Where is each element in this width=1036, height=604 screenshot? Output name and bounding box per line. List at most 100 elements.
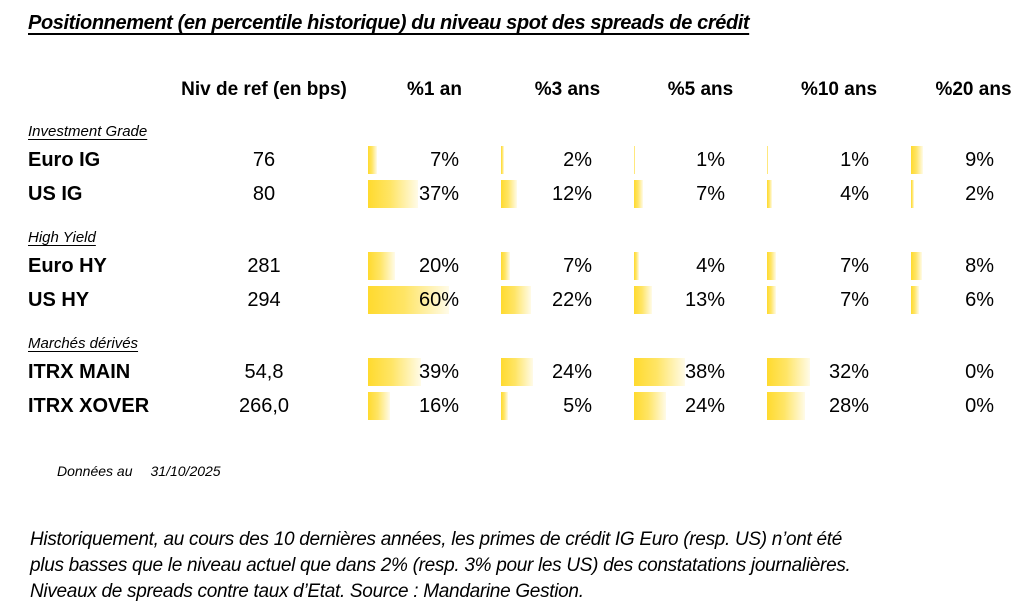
percentile-cell: 4% xyxy=(767,177,911,211)
section-row: Marchés dérivés xyxy=(0,317,1036,355)
row-label: Euro IG xyxy=(28,148,101,171)
percentile-value: 32% xyxy=(828,360,869,383)
data-bar xyxy=(767,286,776,314)
data-bar xyxy=(368,358,421,386)
percentile-cell: 0% xyxy=(911,355,1036,389)
percentile-value: 12% xyxy=(551,182,592,205)
percentile-value: 4% xyxy=(696,254,725,277)
col-header-1an: %1 an xyxy=(407,79,462,100)
percentile-cell: 1% xyxy=(767,143,911,177)
section-label: High Yield xyxy=(28,229,96,246)
ref-level-value: 54,8 xyxy=(244,360,284,383)
percentile-value: 7% xyxy=(840,288,869,311)
footnote: Historiquement, au cours des 10 dernière… xyxy=(30,527,1020,604)
percentile-value: 1% xyxy=(696,148,725,171)
data-bar xyxy=(501,358,533,386)
data-bar xyxy=(501,146,504,174)
percentile-value: 5% xyxy=(563,394,592,417)
data-bar xyxy=(368,180,418,208)
percentile-cell: 32% xyxy=(767,355,911,389)
percentile-cell: 13% xyxy=(634,283,767,317)
data-bar xyxy=(368,146,377,174)
data-date-value: 31/10/2025 xyxy=(150,463,221,479)
table-row: US IG 80 37% 12% 7% 4% 2% xyxy=(0,177,1036,211)
percentile-cell: 0% xyxy=(911,389,1036,423)
table-row: ITRX XOVER 266,0 16% 5% 24% 28% 0% xyxy=(0,389,1036,423)
data-bar xyxy=(368,286,449,314)
data-bar xyxy=(634,392,666,420)
section-row: Investment Grade xyxy=(0,105,1036,143)
row-label: ITRX MAIN xyxy=(28,360,131,383)
percentile-cell: 7% xyxy=(767,283,911,317)
percentile-cell: 7% xyxy=(501,249,634,283)
percentile-cell: 20% xyxy=(368,249,501,283)
percentile-cell: 39% xyxy=(368,355,501,389)
percentile-cell: 16% xyxy=(368,389,501,423)
data-bar xyxy=(767,252,776,280)
row-label: US HY xyxy=(28,288,90,311)
data-date-note: Données au 31/10/2025 xyxy=(57,463,1036,479)
percentile-value: 4% xyxy=(840,182,869,205)
ref-level-value: 294 xyxy=(247,288,281,311)
percentile-value: 1% xyxy=(840,148,869,171)
footnote-line: Niveaux de spreads contre taux d’Etat. S… xyxy=(30,581,584,602)
percentile-cell: 22% xyxy=(501,283,634,317)
percentile-value: 22% xyxy=(551,288,592,311)
footnote-line: Historiquement, au cours des 10 dernière… xyxy=(30,529,842,550)
data-date-label: Données au xyxy=(57,463,133,479)
percentile-cell: 12% xyxy=(501,177,634,211)
spreads-table: Niv de ref (en bps) %1 an %3 ans %5 ans … xyxy=(0,75,1036,423)
percentile-cell: 6% xyxy=(911,283,1036,317)
percentile-cell: 2% xyxy=(501,143,634,177)
percentile-value: 2% xyxy=(965,182,994,205)
data-bar xyxy=(634,286,652,314)
col-header-3ans: %3 ans xyxy=(534,79,601,100)
row-label: Euro HY xyxy=(28,254,107,277)
percentile-value: 28% xyxy=(828,394,869,417)
col-header-10ans: %10 ans xyxy=(800,79,878,100)
percentile-value: 7% xyxy=(840,254,869,277)
percentile-cell: 9% xyxy=(911,143,1036,177)
table-body: Investment Grade Euro IG 76 7% 2% 1% 1% 9% US IG… xyxy=(0,105,1036,423)
table-row: Euro IG 76 7% 2% 1% 1% 9% xyxy=(0,143,1036,177)
data-bar xyxy=(911,252,922,280)
percentile-value: 13% xyxy=(684,288,725,311)
percentile-value: 60% xyxy=(418,288,459,311)
percentile-value: 24% xyxy=(684,394,725,417)
section-label: Marchés dérivés xyxy=(28,335,139,352)
percentile-cell: 7% xyxy=(767,249,911,283)
data-bar xyxy=(368,392,390,420)
percentile-value: 7% xyxy=(696,182,725,205)
table-row: US HY 294 60% 22% 13% 7% 6% xyxy=(0,283,1036,317)
section-row: High Yield xyxy=(0,211,1036,249)
percentile-value: 38% xyxy=(684,360,725,383)
percentile-value: 39% xyxy=(418,360,459,383)
data-bar xyxy=(634,358,685,386)
row-label: ITRX XOVER xyxy=(28,394,150,417)
percentile-value: 20% xyxy=(418,254,459,277)
percentile-cell: 4% xyxy=(634,249,767,283)
table-row: Euro HY 281 20% 7% 4% 7% 8% xyxy=(0,249,1036,283)
table-header-row: Niv de ref (en bps) %1 an %3 ans %5 ans … xyxy=(0,75,1036,105)
data-bar xyxy=(767,392,805,420)
data-bar xyxy=(634,180,643,208)
percentile-cell: 8% xyxy=(911,249,1036,283)
data-bar xyxy=(911,180,914,208)
data-bar xyxy=(501,286,531,314)
table-row: ITRX MAIN 54,8 39% 24% 38% 32% 0% xyxy=(0,355,1036,389)
percentile-value: 16% xyxy=(418,394,459,417)
page-title: Positionnement (en percentile historique… xyxy=(28,12,750,34)
data-bar xyxy=(501,392,508,420)
percentile-value: 6% xyxy=(965,288,994,311)
percentile-cell: 1% xyxy=(634,143,767,177)
col-header-20ans: %20 ans xyxy=(935,79,1012,100)
percentile-value: 0% xyxy=(965,360,994,383)
percentile-cell: 37% xyxy=(368,177,501,211)
data-bar xyxy=(634,252,639,280)
percentile-cell: 5% xyxy=(501,389,634,423)
percentile-value: 37% xyxy=(418,182,459,205)
ref-level-value: 266,0 xyxy=(238,394,290,417)
data-bar xyxy=(634,146,635,174)
col-header-ref: Niv de ref (en bps) xyxy=(181,79,347,100)
